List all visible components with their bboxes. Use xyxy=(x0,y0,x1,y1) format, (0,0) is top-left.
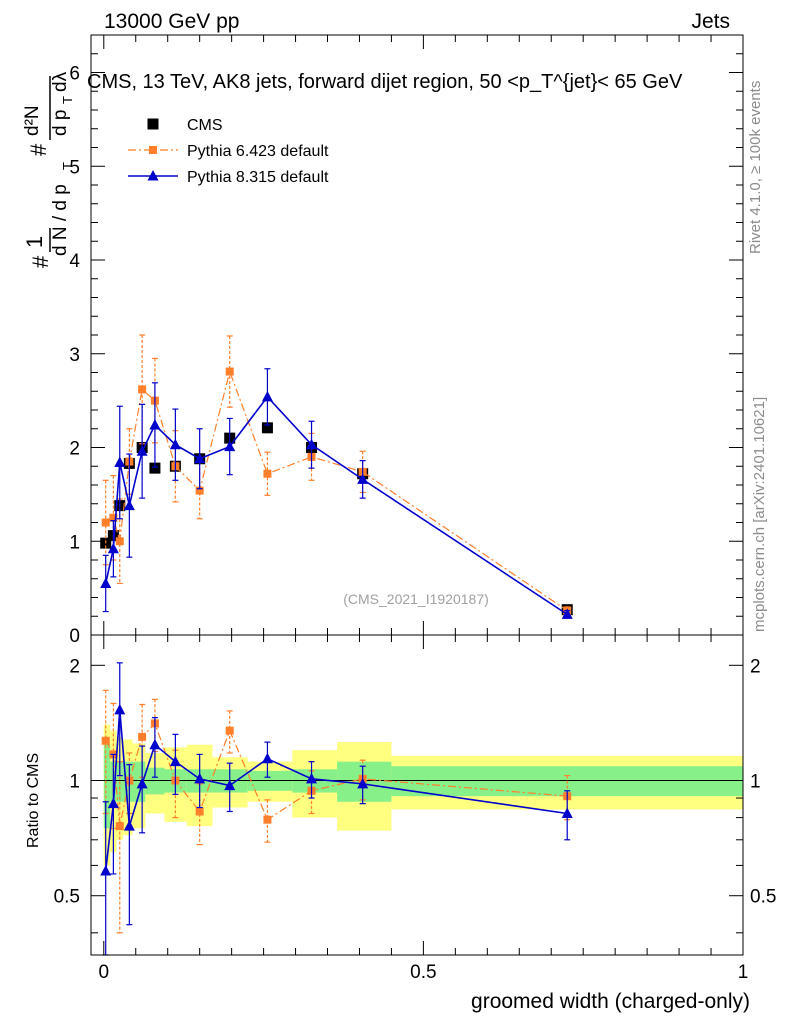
svg-text:d p: d p xyxy=(50,110,71,136)
legend-pythia6-marker xyxy=(149,146,157,154)
main-cms-point xyxy=(261,422,273,434)
main-pythia6-point xyxy=(225,367,234,376)
main-y-tick-label: 6 xyxy=(69,64,80,85)
ratio-pythia8-point xyxy=(306,772,318,784)
ratio-pythia8-point xyxy=(261,752,273,764)
main-pythia8-point xyxy=(149,419,161,430)
ratio-series xyxy=(100,662,573,956)
ratio-y-axis-label: Ratio to CMS xyxy=(25,753,42,848)
ratio-pythia6-point xyxy=(225,726,234,735)
ratio-inner-band xyxy=(145,767,165,795)
main-y-tick-label: 5 xyxy=(69,157,80,178)
main-pythia8-point xyxy=(561,608,573,619)
legend-pythia6-label: Pythia 6.423 default xyxy=(187,143,329,160)
ratio-pythia8-point xyxy=(224,779,236,791)
mcplots-label: mcplots.cern.ch [arXiv:2401.10621] xyxy=(751,397,768,632)
ratio-y-ticks: 0.5 0.5 1 1 2 2 xyxy=(54,656,776,934)
main-panel: 0 1 2 3 4 5 6 (CMS_2021_I1920187) CMS, 13 TeV,… xyxy=(69,34,744,647)
main-pythia8-point xyxy=(169,438,181,450)
main-y-ticks: 0 1 2 3 4 5 6 xyxy=(69,34,743,647)
ratio-pythia8-point xyxy=(149,738,161,750)
ratio-pythia8-point xyxy=(123,820,135,831)
svg-text:#: # xyxy=(26,143,51,156)
legend-cms-marker xyxy=(147,118,159,130)
ratio-y-tick-label: 0.5 xyxy=(54,887,80,908)
main-pythia8-point xyxy=(224,440,236,452)
ratio-pythia8-point xyxy=(169,755,181,767)
main-pythia8-point xyxy=(123,499,135,511)
ratio-y-tick-label: 1 xyxy=(69,772,80,793)
main-pythia6-point xyxy=(101,518,110,527)
ratio-pythia6-point xyxy=(263,815,272,824)
x-tick-label: 0.5 xyxy=(410,962,436,983)
ratio-x-ticks: 0 0.5 1 xyxy=(98,635,748,983)
main-pythia8-point xyxy=(100,577,112,588)
svg-text:T: T xyxy=(60,162,75,170)
ratio-pythia8-point xyxy=(561,807,573,818)
main-x-ticks xyxy=(103,35,744,635)
rivet-version-label: Rivet 4.1.0, ≥ 100k events xyxy=(747,81,764,254)
ratio-y-tick-label: 2 xyxy=(69,656,80,677)
svg-text:d N / d p: d N / d p xyxy=(50,184,71,256)
main-pythia6-point xyxy=(138,385,147,394)
ratio-pythia8-point xyxy=(107,797,119,809)
ratio-pythia8-point xyxy=(100,865,112,876)
main-pythia6-point xyxy=(263,469,272,478)
main-cms-point xyxy=(149,462,161,474)
main-series xyxy=(100,334,573,619)
header-right-label: Jets xyxy=(691,10,730,33)
main-y-tick-label: 4 xyxy=(69,251,80,272)
main-y-tick-label: 1 xyxy=(69,532,80,553)
ratio-pythia8-point xyxy=(136,777,148,789)
main-pythia8-point xyxy=(261,390,273,402)
ratio-pythia8-point xyxy=(357,777,369,789)
legend-cms-label: CMS xyxy=(187,117,223,134)
main-y-tick-label: 2 xyxy=(69,439,80,460)
main-pythia8-point xyxy=(114,456,126,467)
svg-text:dλ: dλ xyxy=(50,71,71,92)
main-y-tick-label: 0 xyxy=(69,626,80,647)
main-pythia8-point xyxy=(357,473,369,484)
svg-text:d²N: d²N xyxy=(22,105,43,136)
main-pythia6-point xyxy=(195,486,204,495)
svg-text:1: 1 xyxy=(22,236,47,248)
ratio-pythia6-point xyxy=(101,736,110,745)
main-y-tick-label: 3 xyxy=(69,345,80,366)
ratio-pythia8-point xyxy=(194,772,206,784)
legend: CMS Pythia 6.423 default Pythia 8.315 defa… xyxy=(128,117,329,186)
ratio-pythia6-point xyxy=(195,807,204,816)
ratio-panel: 0 0.5 1 0.5 0.51 12 2 xyxy=(54,634,776,983)
ratio-inner-band xyxy=(103,743,111,829)
ratio-y-tick-label-right: 0.5 xyxy=(750,887,776,908)
legend-pythia8-marker xyxy=(147,170,159,181)
main-pythia8-point xyxy=(306,438,318,450)
ratio-pythia6-point xyxy=(115,822,124,831)
main-pythia8-point xyxy=(107,542,119,554)
legend-pythia8-label: Pythia 8.315 default xyxy=(187,169,329,186)
x-tick-label: 0 xyxy=(98,962,109,983)
ratio-y-tick-label-right: 1 xyxy=(750,772,761,793)
ratio-y-tick-label-right: 2 xyxy=(750,656,761,677)
ratio-pythia6-point xyxy=(138,732,147,741)
svg-text:T: T xyxy=(60,96,75,104)
ratio-uncertainty-bands xyxy=(91,724,743,866)
main-pythia8-point xyxy=(194,452,206,464)
header-left-label: 13000 GeV pp xyxy=(104,10,239,33)
main-pythia6-point xyxy=(115,537,124,546)
chart-title: CMS, 13 TeV, AK8 jets, forward dijet reg… xyxy=(87,71,683,93)
main-y-axis-label: # 1 d N / d p T # d²N d p T dλ xyxy=(22,71,75,268)
x-axis-label: groomed width (charged-only) xyxy=(471,990,750,1013)
x-tick-label: 1 xyxy=(738,962,749,983)
ratio-pythia8-point xyxy=(114,703,126,715)
watermark-label: (CMS_2021_I1920187) xyxy=(343,591,489,607)
svg-text:#: # xyxy=(28,255,53,268)
main-pythia6-point xyxy=(109,513,118,522)
main-pythia8-point xyxy=(136,445,148,456)
